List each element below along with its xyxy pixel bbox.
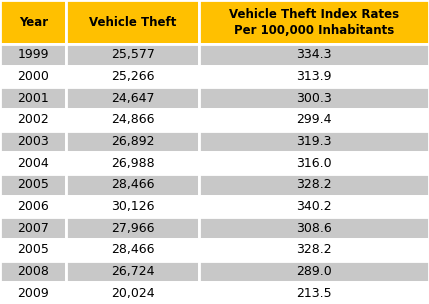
Bar [0, 66, 66, 88]
Bar [66, 217, 199, 239]
Bar [199, 44, 429, 66]
Bar [66, 0, 199, 44]
Bar [0, 261, 66, 282]
Bar [0, 0, 66, 44]
Text: 328.2: 328.2 [296, 243, 332, 256]
Text: 2008: 2008 [17, 265, 49, 278]
Bar [0, 44, 66, 66]
Text: Vehicle Theft Index Rates
Per 100,000 Inhabitants: Vehicle Theft Index Rates Per 100,000 In… [229, 8, 399, 36]
Bar [66, 88, 199, 109]
Text: 2005: 2005 [17, 243, 49, 256]
Text: 300.3: 300.3 [296, 92, 332, 105]
Text: 289.0: 289.0 [296, 265, 332, 278]
Bar [66, 174, 199, 196]
Text: 340.2: 340.2 [296, 200, 332, 213]
Bar [66, 239, 199, 261]
Text: 299.4: 299.4 [296, 113, 332, 126]
Text: 2001: 2001 [17, 92, 49, 105]
Bar [199, 261, 429, 282]
Text: 26,892: 26,892 [111, 135, 155, 148]
Text: 1999: 1999 [18, 48, 49, 61]
Text: 2005: 2005 [17, 178, 49, 192]
Text: 25,266: 25,266 [111, 70, 155, 83]
Bar [199, 109, 429, 131]
Bar [66, 261, 199, 282]
Text: 308.6: 308.6 [296, 222, 332, 235]
Bar [0, 152, 66, 174]
Bar [199, 66, 429, 88]
Text: 334.3: 334.3 [296, 48, 332, 61]
Bar [66, 109, 199, 131]
Bar [0, 282, 66, 304]
Bar [199, 174, 429, 196]
Text: 2009: 2009 [17, 287, 49, 300]
Bar [66, 152, 199, 174]
Text: 2002: 2002 [17, 113, 49, 126]
Bar [66, 131, 199, 152]
Bar [199, 196, 429, 217]
Text: 26,988: 26,988 [111, 157, 155, 170]
Text: 316.0: 316.0 [296, 157, 332, 170]
Bar [0, 109, 66, 131]
Text: 28,466: 28,466 [111, 178, 155, 192]
Bar [0, 217, 66, 239]
Bar [66, 196, 199, 217]
Text: 26,724: 26,724 [111, 265, 155, 278]
Text: Year: Year [19, 16, 48, 29]
Text: Vehicle Theft: Vehicle Theft [89, 16, 177, 29]
Text: 24,647: 24,647 [111, 92, 155, 105]
Text: 2004: 2004 [17, 157, 49, 170]
Bar [199, 131, 429, 152]
Bar [199, 0, 429, 44]
Text: 328.2: 328.2 [296, 178, 332, 192]
Bar [0, 239, 66, 261]
Text: 24,866: 24,866 [111, 113, 155, 126]
Text: 20,024: 20,024 [111, 287, 155, 300]
Bar [199, 88, 429, 109]
Bar [199, 282, 429, 304]
Text: 25,577: 25,577 [111, 48, 155, 61]
Bar [0, 131, 66, 152]
Text: 2003: 2003 [17, 135, 49, 148]
Bar [66, 66, 199, 88]
Bar [0, 88, 66, 109]
Bar [0, 196, 66, 217]
Text: 213.5: 213.5 [296, 287, 332, 300]
Text: 2007: 2007 [17, 222, 49, 235]
Bar [199, 217, 429, 239]
Text: 30,126: 30,126 [111, 200, 155, 213]
Text: 319.3: 319.3 [296, 135, 332, 148]
Bar [66, 282, 199, 304]
Bar [199, 152, 429, 174]
Text: 2000: 2000 [17, 70, 49, 83]
Text: 313.9: 313.9 [296, 70, 332, 83]
Text: 27,966: 27,966 [111, 222, 155, 235]
Text: 28,466: 28,466 [111, 243, 155, 256]
Text: 2006: 2006 [17, 200, 49, 213]
Bar [199, 239, 429, 261]
Bar [66, 44, 199, 66]
Bar [0, 174, 66, 196]
